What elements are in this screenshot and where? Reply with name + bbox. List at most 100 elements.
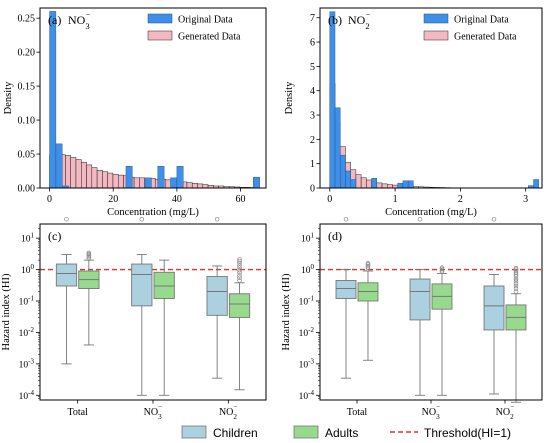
panel-c-ytick-label-4: 100 — [21, 263, 35, 276]
panel-a-ytick-label-2: 0.10 — [18, 116, 36, 127]
panel-c-ytick-label-2: 10-2 — [19, 326, 35, 339]
panel-d-adults-2-flier-1 — [513, 286, 519, 291]
panel-a-ytick-label-0: 0.00 — [18, 184, 36, 195]
panel-a-generated-bar-7 — [86, 164, 93, 189]
panel-b-xtick-label-3: 3 — [523, 194, 528, 205]
panel-b-legend-generated-label: Generated Data — [454, 32, 517, 43]
panel-d-ytick-label-3: 10-1 — [299, 295, 315, 308]
panel-d-children-2-iqr — [483, 285, 505, 331]
panel-c-children-1-flier-0 — [139, 216, 145, 222]
panel-a-bars — [49, 11, 260, 189]
panel-d-children-0-iqr — [335, 280, 357, 299]
panel-a-xlabel: Concentration (mg/L) — [107, 207, 199, 218]
panel-c-boxplot: Total NO3⁻ NO2⁻ 10-4 10-3 10-2 10-1 100 101 Hazar… — [1, 216, 267, 421]
panel-b-title: NO2⁻ — [348, 11, 371, 32]
legend-children-label: Children — [213, 426, 258, 440]
panel-d-panel-label: (d) — [328, 229, 342, 243]
panel-b-original-bar-3 — [345, 170, 351, 189]
panel-d-adults-2-flier-8 — [513, 270, 519, 275]
panel-c-adults-1-box — [153, 259, 175, 396]
panel-d-children-1-box — [409, 216, 431, 396]
panel-d-adults-1-flier-2 — [439, 266, 445, 272]
panel-b-original-bar-0 — [329, 11, 336, 189]
bottom-legend: Children Adults Threshold(HI=1) — [181, 425, 511, 440]
panel-b-generated-bar-6 — [360, 177, 367, 189]
panel-c-children-2-flier-0 — [214, 216, 220, 222]
panel-d-adults-1-box — [431, 265, 453, 396]
panel-d-ytick-label-5: 101 — [301, 232, 315, 245]
panel-c-panel-label: (c) — [48, 229, 61, 243]
panel-d-ytick-label-0: 10-4 — [299, 389, 315, 402]
panel-a-generated-bar-6 — [81, 161, 87, 189]
panel-c-children-0-flier-0 — [64, 216, 69, 222]
panel-a-xtick-label-1: 20 — [108, 194, 118, 205]
panel-a-generated-bar-10 — [102, 171, 108, 189]
panel-d-children-0-box — [335, 216, 357, 379]
panel-a-histogram: 0 20 40 60 0.00 0.05 0.10 0.15 0.20 0.25 Concentra… — [3, 7, 267, 218]
panel-b-ytick-label-2: 2 — [310, 135, 315, 146]
panel-a-ytick-label-1: 0.05 — [18, 150, 36, 161]
panel-b-original-bar-1 — [334, 107, 341, 189]
panel-d-xtick-label-0: Total — [347, 407, 368, 418]
panel-b-ytick-label-0: 0 — [310, 184, 315, 195]
panel-b-original-bar-10 — [533, 179, 539, 189]
panel-d-boxplot: Total NO3⁻ NO2⁻ 10-4 10-3 10-2 10-1 100 101 Hazar… — [281, 216, 543, 422]
panel-a-generated-bar-16 — [133, 177, 140, 189]
panel-a-legend-generated-label: Generated Data — [178, 32, 241, 43]
panel-a-original-bar-4 — [144, 177, 152, 189]
panel-a-ylabel: Density — [3, 81, 14, 114]
panel-d-adults-1-flier-3 — [439, 265, 445, 270]
panel-a-generated-bar-26 — [186, 182, 193, 189]
panel-a-xtick-label-3: 60 — [236, 194, 246, 205]
panel-d-children-1-iqr — [409, 278, 431, 321]
panel-b-xtick-label-2: 2 — [458, 194, 463, 205]
panel-b-generated-bar-5 — [355, 174, 362, 189]
panel-a-xtick-label-0: 0 — [47, 194, 52, 205]
panel-d-children-1-flier-0 — [417, 216, 423, 222]
panel-b-generated-bar-7 — [366, 179, 372, 189]
panel-a-generated-bar-4 — [70, 157, 77, 189]
legend-children-swatch — [181, 425, 207, 439]
panel-d-adults-2-flier-3 — [513, 281, 519, 286]
panel-a-generated-bar-8 — [91, 167, 98, 189]
panel-d-children-0-flier-0 — [343, 216, 349, 222]
panel-b-original-bar-6 — [397, 182, 404, 189]
panel-b-legend-generated-swatch — [423, 30, 449, 41]
panel-d-adults-2-flier-11 — [513, 266, 519, 271]
panel-a-xtick-label-2: 40 — [172, 194, 182, 205]
panel-b-ylabel: Density — [284, 81, 295, 114]
panel-b-panel-label: (b) — [328, 13, 342, 27]
legend-threshold-label: Threshold(HI=1) — [424, 426, 511, 440]
panel-c-children-2-iqr — [206, 276, 228, 316]
panel-b-generated-bar-11 — [387, 184, 393, 189]
panel-b-original-bar-2 — [340, 154, 346, 189]
panel-d-ytick-label-4: 100 — [301, 263, 315, 276]
panel-c-adults-2-box — [228, 257, 251, 391]
panel-a-generated-bar-28 — [197, 183, 204, 189]
panel-d-adults-1-flier-1 — [439, 268, 445, 273]
panel-d-adults-0-flier-2 — [365, 263, 371, 269]
panel-d-adults-0-flier-3 — [365, 262, 371, 267]
panel-a-legend-original-label: Original Data — [178, 15, 233, 26]
panel-a-generated-bar-3 — [65, 155, 71, 189]
panel-a-axes-frame — [39, 7, 267, 189]
panel-d-adults-0-box — [357, 260, 379, 361]
panel-d-ytick-label-2: 10-2 — [299, 326, 315, 339]
panel-b-original-bar-7 — [402, 180, 409, 189]
panel-d-adults-2-flier-5 — [513, 276, 519, 282]
panel-a-generated-bar-12 — [112, 174, 119, 189]
panel-c-adults-2-flier-8 — [237, 258, 242, 264]
panel-a-generated-bar-9 — [96, 170, 103, 189]
panel-a-ytick-label-5: 0.25 — [18, 14, 36, 25]
panel-a-legend-generated-swatch — [147, 30, 173, 41]
legend-adults-swatch — [293, 425, 319, 439]
panel-a-generated-bar-29 — [202, 184, 209, 189]
panel-c-adults-0-flier-4 — [86, 250, 92, 256]
panel-c-children-0-box — [55, 216, 78, 365]
panel-c-ytick-label-1: 10-3 — [19, 357, 35, 370]
panel-b-histogram: 0 1 2 3 0 1 2 3 4 5 6 7 Concentration (mg/L) Density (… — [284, 7, 543, 218]
panel-d-xtick-label-2: NO2⁻ — [496, 404, 515, 422]
panel-d-adults-2-flier-2 — [513, 283, 519, 289]
panel-b-legend-original-swatch — [423, 13, 449, 24]
